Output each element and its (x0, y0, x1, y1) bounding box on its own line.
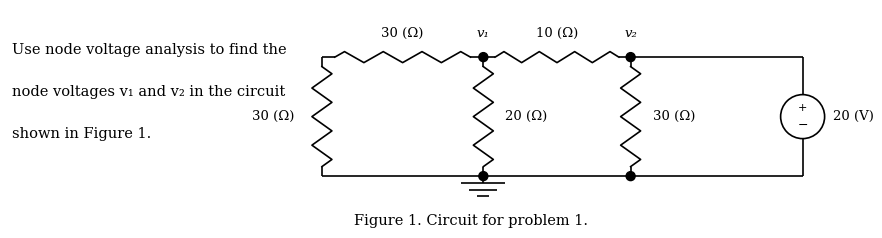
Text: shown in Figure 1.: shown in Figure 1. (12, 127, 151, 141)
Text: v₂: v₂ (624, 27, 637, 40)
Text: −: − (797, 119, 808, 131)
Text: +: + (798, 103, 807, 113)
Text: 30 (Ω): 30 (Ω) (653, 110, 695, 123)
Circle shape (479, 172, 488, 181)
Circle shape (626, 172, 635, 181)
Text: 30 (Ω): 30 (Ω) (381, 27, 424, 40)
Text: 10 (Ω): 10 (Ω) (536, 27, 578, 40)
Text: Figure 1. Circuit for problem 1.: Figure 1. Circuit for problem 1. (354, 214, 588, 228)
Text: 20 (Ω): 20 (Ω) (505, 110, 548, 123)
Circle shape (479, 53, 488, 62)
Text: 20 (V): 20 (V) (833, 110, 873, 123)
Text: v₁: v₁ (477, 27, 490, 40)
Text: 30 (Ω): 30 (Ω) (251, 110, 294, 123)
Circle shape (626, 53, 635, 62)
Text: Use node voltage analysis to find the: Use node voltage analysis to find the (12, 43, 287, 57)
Text: node voltages v₁ and v₂ in the circuit: node voltages v₁ and v₂ in the circuit (12, 85, 285, 99)
